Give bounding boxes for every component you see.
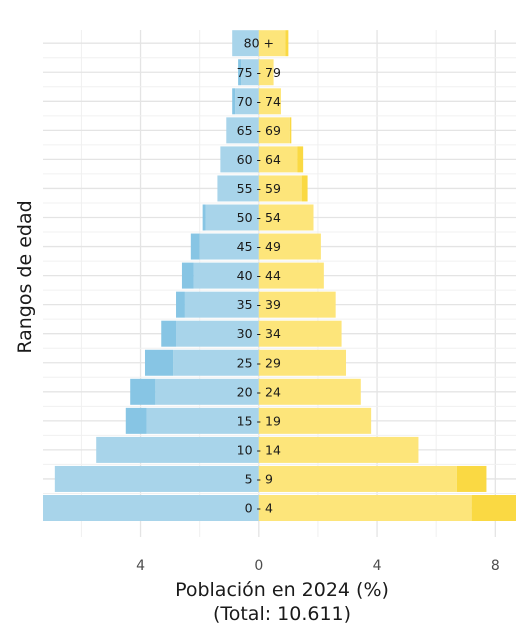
x-axis-label: Población en 2024 (%) — [175, 579, 389, 601]
bar-right — [258, 320, 342, 347]
x-tick-label: 4 — [136, 558, 145, 574]
bar-left — [54, 465, 259, 492]
bar-left — [199, 233, 259, 260]
age-range-label: 30 - 34 — [237, 326, 281, 341]
bar-right — [258, 465, 457, 492]
bar-left — [155, 378, 259, 405]
bar-left — [130, 378, 156, 405]
bar-left — [125, 407, 147, 434]
bar-left — [205, 204, 259, 231]
bar-right — [297, 146, 304, 173]
age-range-label: 75 - 79 — [237, 65, 281, 80]
bar-right — [285, 30, 289, 57]
bar-right — [258, 204, 314, 231]
bar-right — [258, 378, 361, 405]
x-tick-label: 4 — [373, 558, 382, 574]
age-range-label: 15 - 19 — [237, 413, 281, 428]
bar-left — [190, 233, 200, 260]
bar-left — [226, 117, 259, 144]
x-tick-label: 0 — [254, 558, 263, 574]
bar-left — [181, 262, 194, 289]
bar-left — [173, 349, 259, 376]
bar-left — [193, 262, 259, 289]
x-tick-label: 8 — [491, 558, 500, 574]
bar-right — [258, 407, 372, 434]
x-axis-label-total: (Total: 10.611) — [213, 603, 351, 625]
bar-right — [456, 465, 487, 492]
bar-left — [144, 349, 174, 376]
x-axis-ticks: 4 0 4 8 — [136, 558, 500, 574]
age-range-label: 55 - 59 — [237, 181, 281, 196]
bar-left — [202, 204, 206, 231]
bar-right — [258, 495, 472, 521]
bar-right — [258, 146, 298, 173]
bar-right — [258, 262, 324, 289]
y-axis-label: Rangos de edad — [14, 200, 36, 353]
bar-left — [43, 495, 259, 521]
bar-left — [176, 320, 259, 347]
age-range-label: 25 - 29 — [237, 355, 281, 370]
age-range-label: 0 - 4 — [245, 501, 273, 516]
bar-right — [289, 117, 292, 144]
age-range-label: 80 + — [244, 36, 274, 51]
bar-right — [258, 88, 281, 115]
bar-left — [176, 291, 185, 318]
bar-right — [258, 349, 347, 376]
age-range-label: 35 - 39 — [237, 297, 281, 312]
age-range-labels: 0 - 4 5 - 9 10 - 14 15 - 19 20 - 24 25 - 29 30… — [237, 36, 281, 516]
bar-left — [161, 320, 177, 347]
bar-left — [235, 88, 259, 115]
bar-left — [241, 59, 259, 86]
bar-right — [471, 495, 516, 521]
age-range-label: 20 - 24 — [237, 384, 281, 399]
bar-left — [146, 407, 259, 434]
bar-left — [96, 436, 259, 463]
bar-right — [258, 117, 290, 144]
bar-right — [258, 59, 274, 86]
bar-right — [301, 175, 308, 202]
age-range-label: 65 - 69 — [237, 123, 281, 138]
bar-left — [184, 291, 259, 318]
bar-right — [258, 30, 286, 57]
age-range-label: 5 - 9 — [245, 471, 273, 486]
age-range-label: 50 - 54 — [237, 210, 281, 225]
bar-left — [238, 59, 242, 86]
age-range-label: 60 - 64 — [237, 152, 281, 167]
age-range-label: 40 - 44 — [237, 268, 281, 283]
bar-left — [217, 175, 259, 202]
bar-left — [232, 30, 259, 57]
bars — [43, 30, 516, 521]
age-range-label: 70 - 74 — [237, 94, 281, 109]
bar-right — [258, 436, 419, 463]
bar-left — [220, 146, 259, 173]
bar-right — [258, 233, 321, 260]
age-range-label: 45 - 49 — [237, 239, 281, 254]
age-range-label: 10 - 14 — [237, 442, 281, 457]
bar-right — [258, 175, 302, 202]
bar-right — [258, 291, 336, 318]
bar-left — [232, 88, 236, 115]
